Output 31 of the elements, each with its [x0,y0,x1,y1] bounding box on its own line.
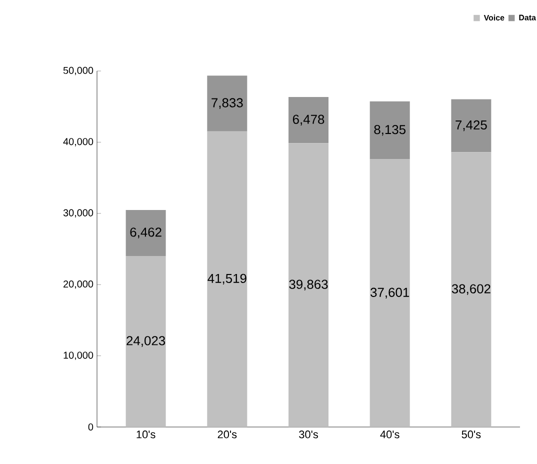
bar [207,76,248,132]
data-label: 41,519 [208,274,246,285]
y-tick-label: 30,000 [63,209,94,218]
y-tick-label: 50,000 [63,66,94,76]
bar [370,101,410,160]
data-label: 7,425 [456,120,487,132]
bar [451,99,492,152]
bar [370,159,410,427]
bar [451,152,492,427]
y-tick-label: 10,000 [64,352,94,360]
bar [207,131,248,427]
x-tick-label: 40's [380,430,400,438]
y-tick-label: 0 [88,423,94,431]
y-tick-label: 40,000 [63,138,94,146]
data-label: 37,601 [370,288,410,298]
data-label: 6,478 [292,114,324,126]
x-tick-label: 20's [218,430,237,438]
data-label: 24,023 [126,336,166,347]
y-tick-label: 20,000 [64,280,94,289]
x-tick-label: 10's [136,430,156,438]
bar [126,210,166,256]
data-label: 7,833 [212,98,243,109]
data-label: 39,863 [289,280,328,290]
data-label: 6,462 [130,228,162,238]
bar [288,97,328,144]
bar [288,143,328,427]
data-label: 38,602 [452,284,490,295]
x-tick-label: 30's [299,430,318,438]
x-tick-label: 50's [462,430,481,438]
bar [126,256,166,427]
data-label: 8,135 [374,124,406,136]
